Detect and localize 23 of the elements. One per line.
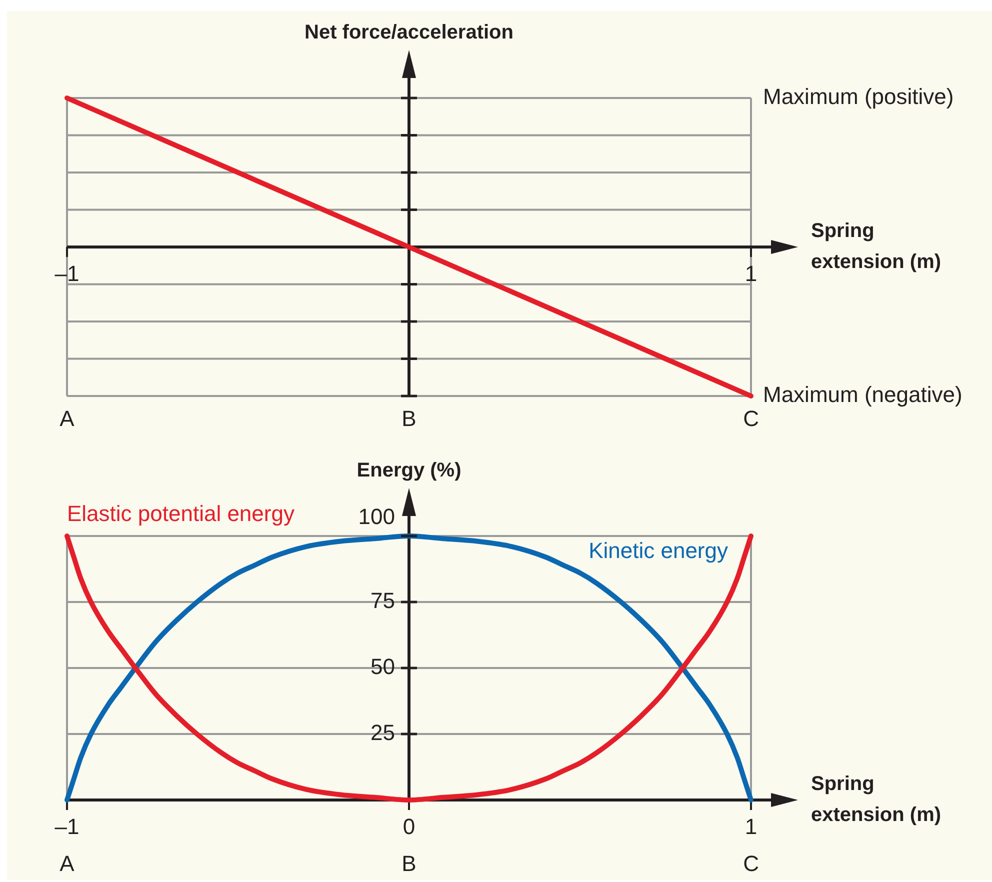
text: A [60, 406, 75, 432]
ref-line-label: Maximum (positive) [763, 84, 954, 110]
ref-line-label: Maximum (negative) [763, 382, 962, 408]
y-tick-label: 25 [370, 720, 395, 746]
x-axis-title: Spring extension (m) [811, 220, 942, 274]
y-tick-label: 100 [358, 504, 395, 530]
text: C [743, 851, 760, 876]
x-tick-label: 0 [402, 814, 416, 840]
x-tick-label: 1 [744, 814, 758, 840]
text: B [402, 406, 416, 432]
series-label: Elastic potential energy [67, 501, 294, 526]
y-tick-label: 50 [370, 654, 395, 680]
text: A [60, 851, 75, 876]
y-axis-title: Energy (%) [356, 460, 462, 482]
x-tick-label: –1 [54, 261, 80, 286]
y-axis-title: Net force/acceleration [304, 22, 514, 44]
series-label: Kinetic energy [588, 538, 728, 564]
x-axis-title: Spring extension (m) [811, 773, 942, 826]
y-tick-label: 75 [370, 588, 395, 614]
x-tick-label: 1 [744, 261, 758, 286]
text: B [402, 851, 416, 876]
x-tick-label: –1 [54, 814, 80, 840]
text: C [743, 406, 760, 432]
